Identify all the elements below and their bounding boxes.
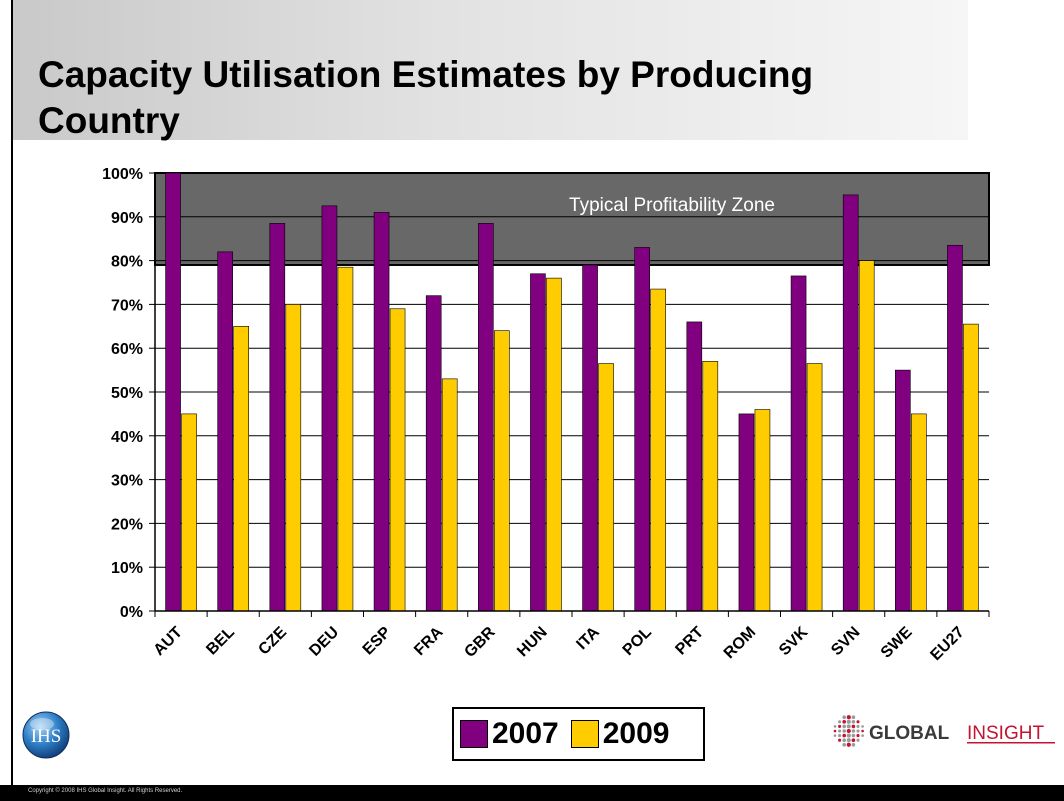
x-tick-label-deu: DEU	[306, 624, 342, 660]
slide-left-border	[11, 0, 13, 785]
y-tick-label: 0%	[120, 604, 143, 621]
title-band	[13, 0, 968, 140]
y-tick-label: 90%	[111, 210, 143, 227]
bar-2009-svn	[858, 260, 875, 612]
slide-title: Capacity Utilisation Estimates by Produc…	[38, 54, 814, 141]
x-tick-label-gbr: GBR	[461, 623, 498, 660]
bar-2009-ita	[598, 363, 614, 612]
svg-text:IHS: IHS	[31, 726, 62, 747]
bar-2007-cze	[269, 223, 286, 612]
legend-item-2009: 2009	[570, 717, 670, 751]
legend-label-2007: 2007	[492, 717, 559, 750]
y-tick-label: 20%	[111, 516, 143, 533]
x-tick-label-aut: AUT	[151, 624, 186, 659]
bar-2007-hun	[530, 273, 546, 612]
bar-2007-rom	[738, 413, 755, 612]
copyright-text: Copyright © 2008 IHS Global Insight. All…	[28, 788, 183, 794]
bar-2007-esp	[373, 212, 390, 612]
bar-2009-svk	[806, 363, 823, 612]
bar-2007-svk	[790, 275, 807, 612]
x-tick-label-svk: SVK	[776, 623, 812, 659]
bar-2007-pol	[634, 247, 650, 612]
bar-2009-fra	[441, 378, 458, 612]
bar-2009-bel	[233, 325, 249, 612]
ihs-logo: IHS	[22, 711, 70, 759]
profitability-zone-label: Typical Profitability Zone	[569, 195, 775, 216]
bar-2007-swe	[895, 369, 911, 612]
bar-2007-deu	[321, 205, 338, 612]
bar-2007-aut	[165, 172, 181, 612]
x-tick-label-fra: FRA	[411, 623, 447, 659]
bar-2009-aut	[181, 413, 197, 612]
x-tick-label-bel: BEL	[203, 624, 238, 659]
x-tick-label-rom: ROM	[721, 624, 759, 662]
bar-2009-hun	[546, 277, 562, 612]
globe-dots-icon	[833, 715, 864, 747]
bar-2009-deu	[337, 266, 354, 612]
chart-legend: 2007 2009	[452, 707, 705, 761]
legend-label-2009: 2009	[602, 717, 670, 750]
global-insight-logo: GLOBAL INSIGHT	[815, 711, 1060, 756]
x-tick-label-esp: ESP	[360, 624, 395, 659]
bar-2007-ita	[582, 264, 598, 612]
svg-text:GLOBAL: GLOBAL	[869, 723, 950, 744]
y-tick-label: 80%	[111, 254, 143, 271]
legend-swatch-2007	[460, 720, 488, 748]
x-tick-label-swe: SWE	[878, 624, 916, 662]
bar-2009-prt	[702, 361, 719, 612]
svg-text:INSIGHT: INSIGHT	[967, 723, 1044, 744]
y-tick-label: 100%	[102, 166, 143, 183]
y-tick-label: 30%	[111, 473, 143, 490]
x-tick-label-ita: ITA	[573, 623, 603, 653]
bar-2009-gbr	[494, 330, 510, 612]
bar-2009-pol	[650, 288, 666, 612]
bar-2009-eu27	[963, 323, 979, 612]
bar-2007-eu27	[947, 244, 963, 612]
bar-2009-esp	[389, 308, 406, 612]
copyright-bar: Copyright © 2008 IHS Global Insight. All…	[0, 785, 1064, 801]
x-tick-label-eu27: EU27	[927, 624, 967, 664]
y-tick-label: 10%	[111, 560, 143, 577]
legend-item-2007: 2007	[460, 717, 559, 751]
bar-2007-gbr	[478, 223, 494, 612]
y-tick-label: 70%	[111, 297, 143, 314]
x-tick-label-cze: CZE	[255, 624, 290, 659]
bar-2007-prt	[686, 321, 703, 612]
y-tick-label: 50%	[111, 385, 143, 402]
y-tick-label: 40%	[111, 429, 143, 446]
x-tick-label-svn: SVN	[828, 624, 863, 659]
bar-2007-bel	[217, 251, 233, 612]
bar-2009-cze	[285, 304, 302, 612]
x-tick-label-hun: HUN	[514, 624, 551, 661]
x-tick-label-pol: POL	[620, 624, 655, 659]
bar-2007-fra	[425, 295, 442, 612]
bar-2009-swe	[911, 413, 927, 612]
legend-swatch-2009	[570, 720, 599, 748]
x-tick-label-prt: PRT	[672, 624, 707, 659]
y-tick-label: 60%	[111, 341, 143, 358]
bar-2007-svn	[842, 194, 859, 612]
bar-2009-rom	[754, 409, 771, 612]
